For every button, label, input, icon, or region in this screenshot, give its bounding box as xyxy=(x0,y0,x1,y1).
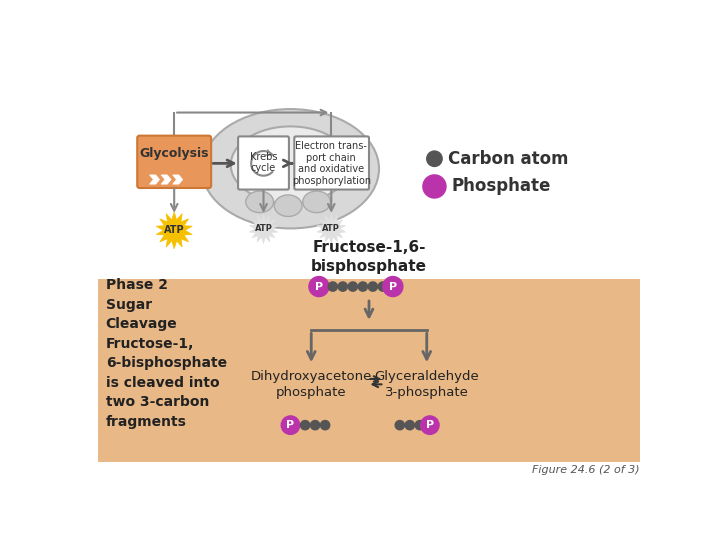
Circle shape xyxy=(310,421,320,430)
Text: Phase 2
Sugar
Cleavage
Fructose-1,
6-bisphosphate
is cleaved into
two 3-carbon
f: Phase 2 Sugar Cleavage Fructose-1, 6-bis… xyxy=(106,278,227,429)
Ellipse shape xyxy=(246,191,274,213)
Ellipse shape xyxy=(202,109,379,228)
Polygon shape xyxy=(156,212,192,249)
Circle shape xyxy=(427,151,442,166)
Text: Glyceraldehyde
3-phosphate: Glyceraldehyde 3-phosphate xyxy=(374,370,479,399)
Circle shape xyxy=(423,175,446,198)
Circle shape xyxy=(348,282,357,291)
Text: Dihydroxyacetone
phosphate: Dihydroxyacetone phosphate xyxy=(251,370,372,399)
Circle shape xyxy=(368,282,377,291)
Text: Electron trans-
port chain
and oxidative
phosphorylation: Electron trans- port chain and oxidative… xyxy=(292,141,371,186)
Circle shape xyxy=(338,282,348,291)
Text: P: P xyxy=(287,420,294,430)
Text: ATP: ATP xyxy=(255,224,272,233)
FancyBboxPatch shape xyxy=(294,137,369,190)
Circle shape xyxy=(300,421,310,430)
Circle shape xyxy=(328,282,338,291)
Polygon shape xyxy=(249,214,278,244)
Circle shape xyxy=(309,276,329,296)
Ellipse shape xyxy=(274,195,302,217)
Circle shape xyxy=(405,421,415,430)
FancyBboxPatch shape xyxy=(138,136,211,188)
Circle shape xyxy=(378,282,387,291)
Circle shape xyxy=(320,421,330,430)
Text: Figure 24.6 (2 of 3): Figure 24.6 (2 of 3) xyxy=(532,465,640,475)
Circle shape xyxy=(359,282,367,291)
Text: Krebs
cycle: Krebs cycle xyxy=(250,152,277,173)
Text: Glycolysis: Glycolysis xyxy=(140,147,209,160)
Circle shape xyxy=(282,416,300,434)
FancyBboxPatch shape xyxy=(98,279,640,462)
Text: P: P xyxy=(389,281,397,292)
Polygon shape xyxy=(173,175,183,184)
Text: ATP: ATP xyxy=(323,224,341,233)
Polygon shape xyxy=(317,214,346,244)
Text: ATP: ATP xyxy=(164,225,184,235)
Ellipse shape xyxy=(231,126,350,204)
Text: P: P xyxy=(426,420,434,430)
Circle shape xyxy=(420,416,439,434)
Circle shape xyxy=(383,276,403,296)
Circle shape xyxy=(395,421,405,430)
Text: Fructose-1,6-
bisphosphate: Fructose-1,6- bisphosphate xyxy=(311,240,427,274)
Text: P: P xyxy=(315,281,323,292)
FancyBboxPatch shape xyxy=(238,137,289,190)
Circle shape xyxy=(415,421,425,430)
Text: Phosphate: Phosphate xyxy=(451,178,551,195)
Text: Carbon atom: Carbon atom xyxy=(448,150,568,168)
Ellipse shape xyxy=(303,191,330,213)
Polygon shape xyxy=(150,175,160,184)
Polygon shape xyxy=(161,175,171,184)
